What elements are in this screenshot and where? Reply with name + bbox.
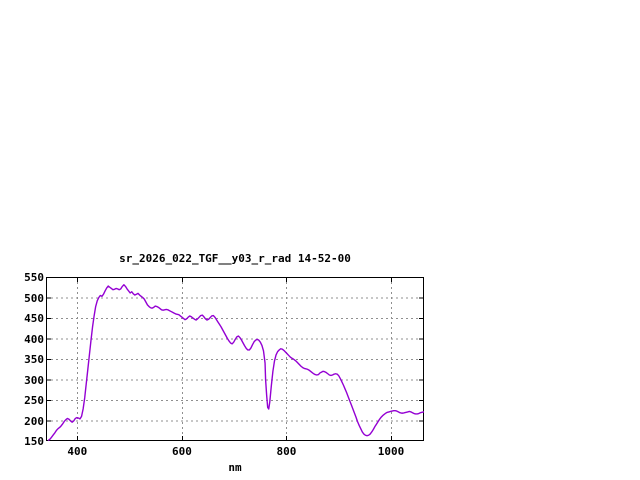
chart-title: sr_2026_022_TGF__y03_r_rad 14-52-00 [119, 252, 351, 265]
spectrum-line-svg [46, 277, 424, 441]
y-tick-label: 500 [24, 291, 44, 305]
y-tick-label: 250 [24, 394, 44, 407]
x-tick-label: 600 [171, 445, 192, 458]
y-axis-tick-labels: 150 200 250 300 350 400 450 500 550 [0, 0, 44, 480]
y-tick-label: 450 [24, 312, 44, 325]
data-series-line [47, 284, 424, 441]
y-tick-label: 150 [24, 435, 44, 448]
y-tick-label: 550 [24, 271, 44, 284]
x-axis-title: nm [228, 461, 242, 474]
y-tick-label: 400 [24, 332, 44, 346]
x-tick-label: 1000 [377, 445, 405, 458]
y-tick-label: 350 [24, 353, 44, 366]
y-tick-label: 200 [24, 414, 44, 428]
plot-area [46, 277, 424, 441]
x-tick-label: 800 [276, 445, 297, 458]
x-tick-label: 400 [67, 445, 88, 458]
y-tick-label: 300 [24, 373, 44, 387]
